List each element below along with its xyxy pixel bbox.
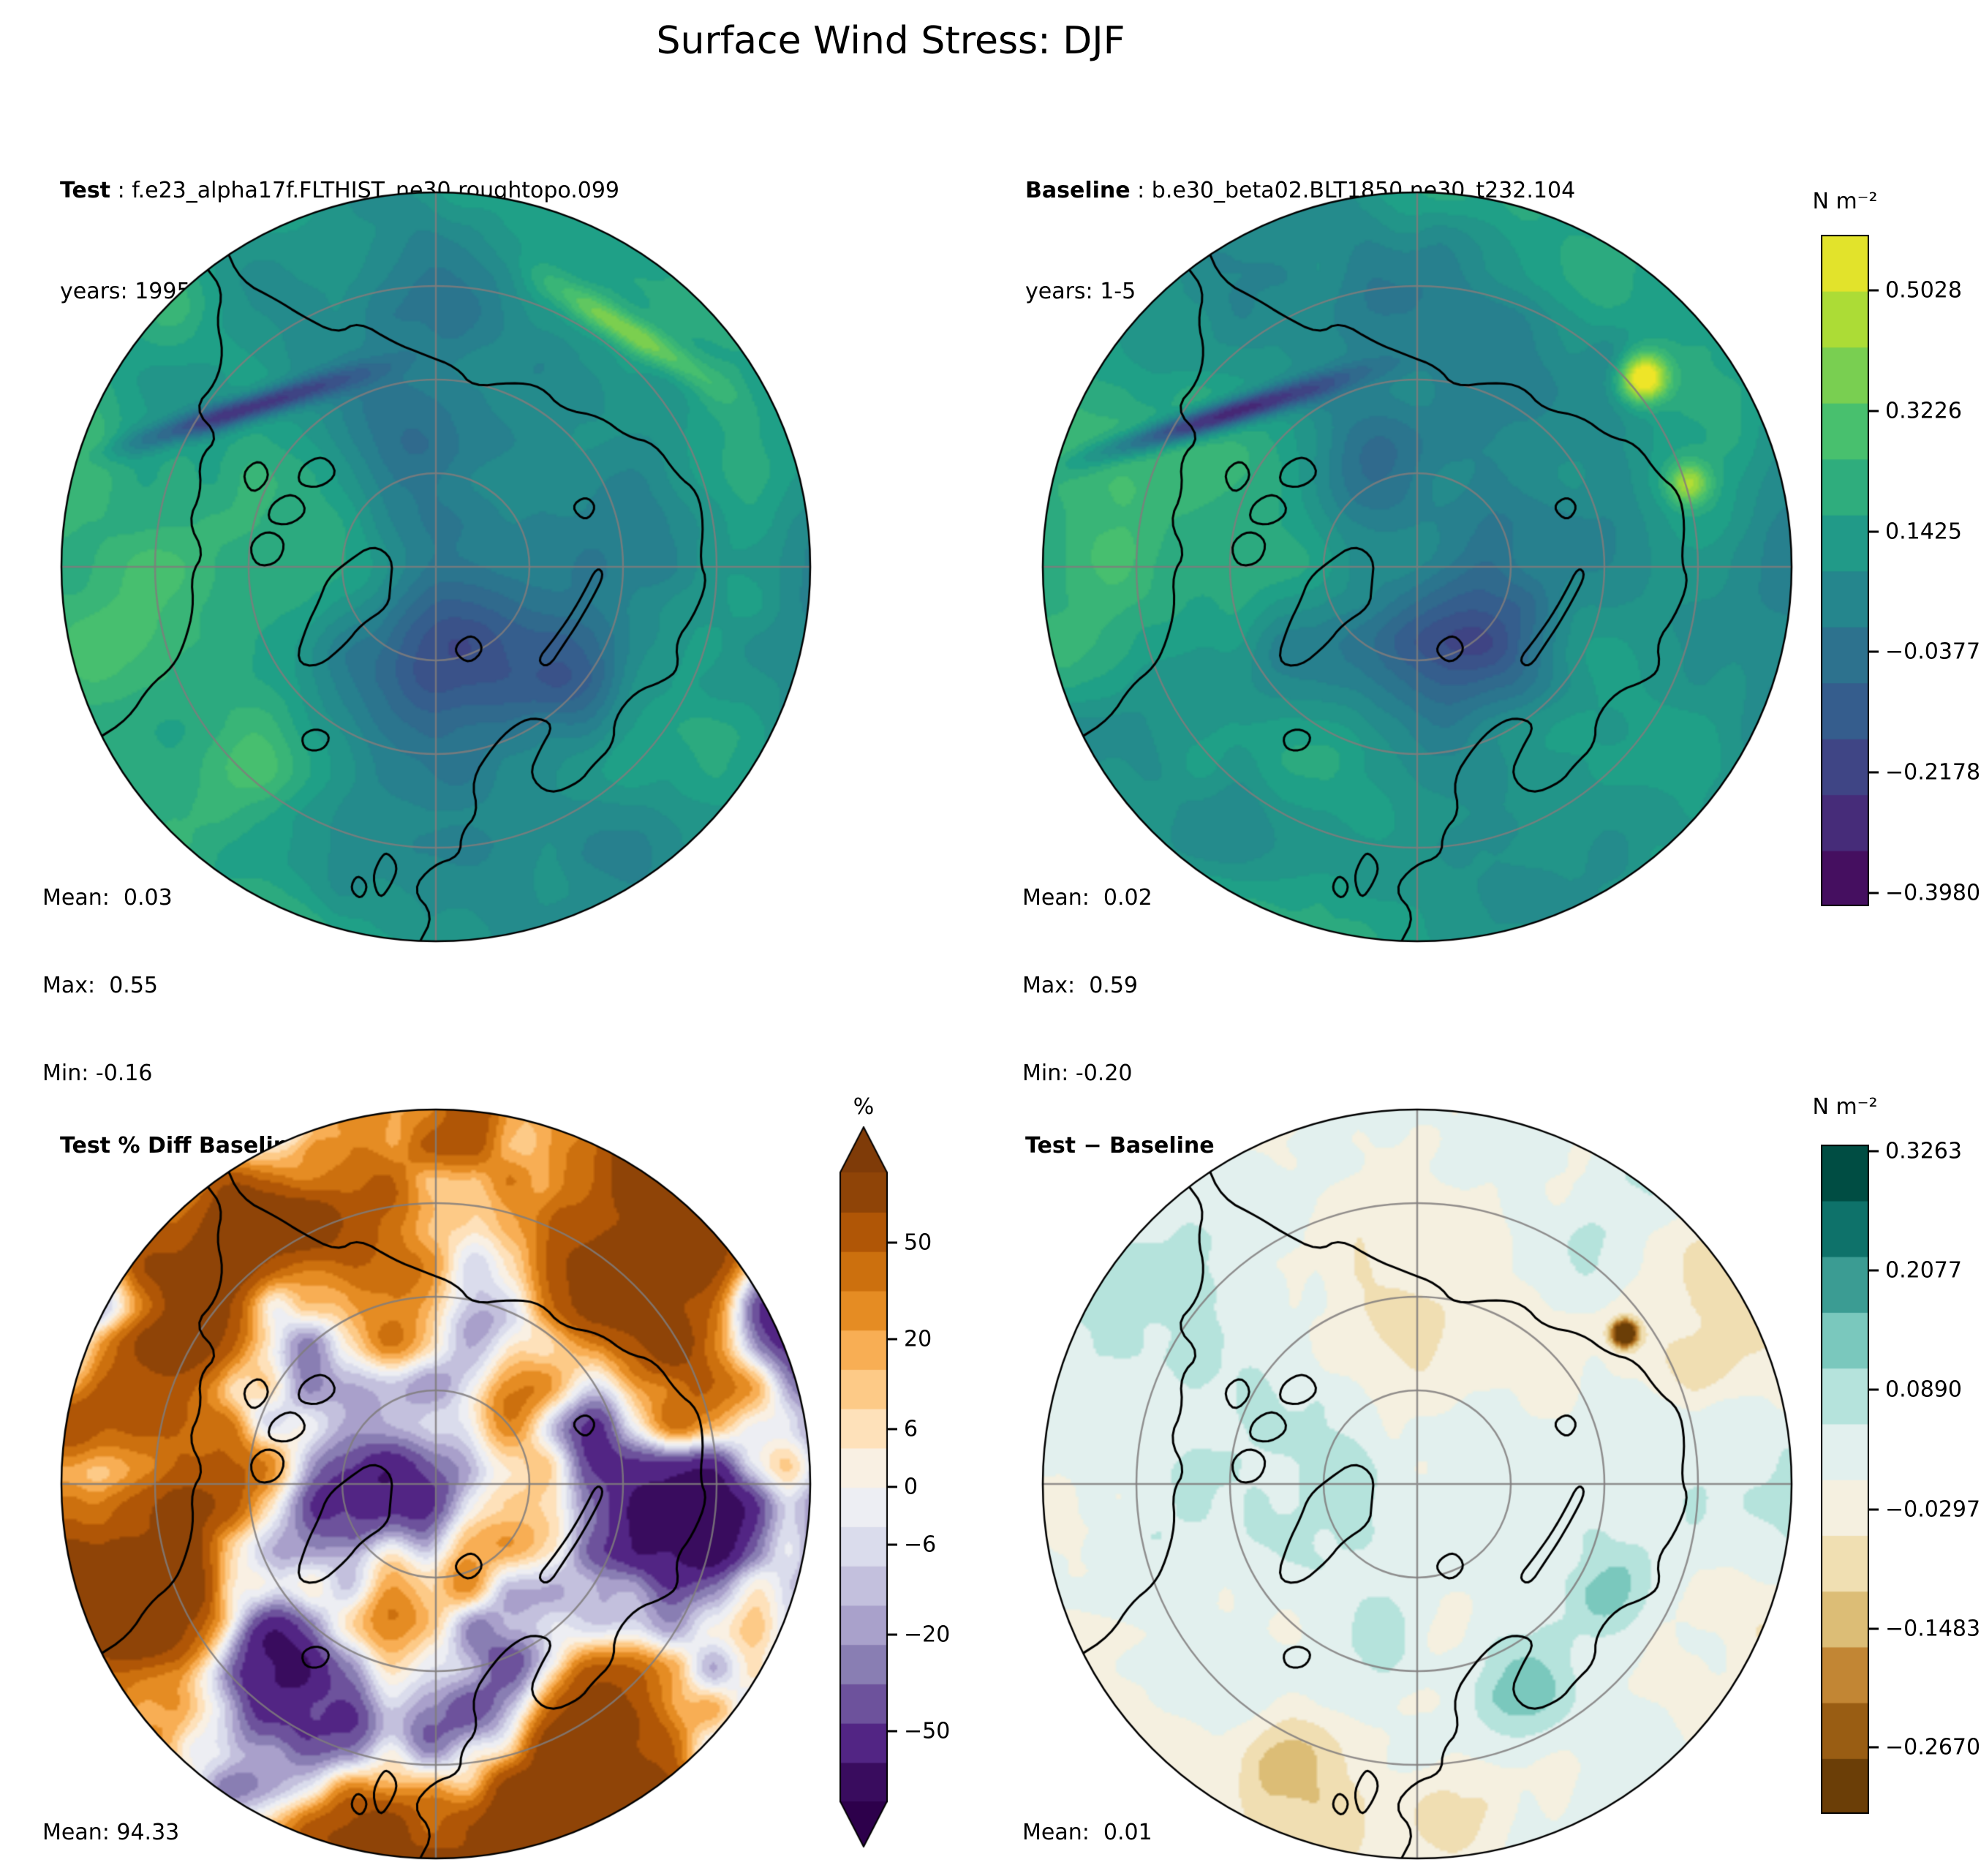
- stat-max: Max: 0.59: [1022, 973, 1138, 998]
- stats-baseline: Mean: 0.02 Max: 0.59 Min: -0.20: [1022, 825, 1152, 1147]
- stats-test: Mean: 0.03 Max: 0.55 Min: -0.16: [42, 825, 173, 1147]
- stat-min: Min: -0.20: [1022, 1061, 1133, 1086]
- colorbar-tick: −0.1483: [1869, 1616, 1980, 1641]
- map-test-polar-plot: [59, 190, 812, 943]
- tick-label: 0.2077: [1885, 1257, 1962, 1284]
- tick-label: 0: [904, 1474, 918, 1500]
- colorbar-tick: −50: [888, 1718, 950, 1744]
- tick-mark: [888, 1485, 897, 1488]
- tick-mark: [1869, 1746, 1879, 1749]
- tick-label: 0.0890: [1885, 1376, 1962, 1403]
- colorbar-percent: [839, 1126, 888, 1847]
- colorbar-difference: [1821, 1145, 1869, 1814]
- colorbar-tick: 0.1425: [1869, 519, 1962, 544]
- tick-label: 50: [904, 1229, 932, 1256]
- stats-pct-diff: Mean: 94.33 Max: 202472.23 Min: -81893.8…: [42, 1760, 221, 1876]
- tick-mark: [888, 1730, 897, 1733]
- tick-mark: [888, 1633, 897, 1636]
- tick-mark: [1869, 1508, 1879, 1511]
- map-pct-diff-polar-plot: [59, 1107, 812, 1861]
- tick-label: −0.2178: [1885, 759, 1981, 786]
- colorbar-absolute: [1821, 235, 1869, 906]
- colorbar-tick: 0: [888, 1474, 918, 1500]
- colorbar-tick: 0.0890: [1869, 1376, 1962, 1402]
- tick-label: 20: [904, 1326, 932, 1352]
- tick-label: 6: [904, 1416, 918, 1442]
- colorbar-tick: 0.3226: [1869, 398, 1962, 423]
- map-baseline-polar-plot: [1041, 190, 1794, 943]
- colorbar-tick: −20: [888, 1622, 950, 1648]
- tick-mark: [888, 1241, 897, 1244]
- tick-label: −20: [904, 1621, 951, 1648]
- tick-label: −6: [904, 1532, 937, 1558]
- tick-label: −0.1483: [1885, 1616, 1981, 1642]
- stat-min: Min: -0.16: [42, 1061, 153, 1086]
- tick-mark: [888, 1338, 897, 1341]
- colorbar-tick: 0.3263: [1869, 1139, 1962, 1164]
- stat-max: Max: 0.55: [42, 973, 158, 998]
- tick-mark: [1869, 892, 1879, 894]
- tick-mark: [1869, 650, 1879, 653]
- tick-mark: [888, 1543, 897, 1546]
- tick-mark: [888, 1428, 897, 1431]
- tick-label: 0.1425: [1885, 519, 1962, 545]
- tick-mark: [1869, 1388, 1879, 1391]
- tick-mark: [1869, 530, 1879, 533]
- colorbar-tick: −0.3980: [1869, 880, 1980, 905]
- tick-label: −0.2670: [1885, 1734, 1981, 1760]
- colorbar-difference-units-label: N m⁻²: [1812, 1094, 1878, 1120]
- tick-mark: [1869, 771, 1879, 774]
- tick-mark: [1869, 410, 1879, 413]
- colorbar-tick: 0.5028: [1869, 278, 1962, 304]
- stat-mean: Mean: 0.02: [1022, 885, 1152, 911]
- map-diff-polar-plot: [1041, 1107, 1794, 1861]
- colorbar-tick: −0.0297: [1869, 1496, 1980, 1522]
- tick-mark: [1869, 1269, 1879, 1272]
- tick-label: −0.0297: [1885, 1496, 1981, 1523]
- colorbar-tick: 6: [888, 1416, 918, 1442]
- colorbar-absolute-units-label: N m⁻²: [1812, 189, 1878, 214]
- tick-label: 0.3263: [1885, 1138, 1962, 1164]
- tick-mark: [1869, 289, 1879, 292]
- stat-mean: Mean: 94.33: [42, 1820, 180, 1845]
- stats-diff: Mean: 0.01 Max: 0.17 Min: -0.33: [1022, 1760, 1152, 1876]
- tick-label: 0.3226: [1885, 398, 1962, 424]
- colorbar-tick: 20: [888, 1326, 932, 1352]
- figure-title: Surface Wind Stress: DJF: [656, 19, 1125, 63]
- colorbar-tick: 0.2077: [1869, 1258, 1962, 1284]
- tick-label: −50: [904, 1718, 951, 1744]
- tick-label: 0.5028: [1885, 277, 1962, 304]
- colorbar-tick: 50: [888, 1230, 932, 1256]
- colorbar-tick: −6: [888, 1532, 936, 1558]
- colorbar-tick: −0.2670: [1869, 1735, 1980, 1760]
- tick-label: −0.0377: [1885, 638, 1981, 665]
- stat-mean: Mean: 0.01: [1022, 1820, 1152, 1845]
- stat-mean: Mean: 0.03: [42, 885, 173, 911]
- tick-mark: [1869, 1627, 1879, 1630]
- tick-mark: [1869, 1150, 1879, 1153]
- tick-label: −0.3980: [1885, 880, 1981, 906]
- colorbar-percent-units-label: %: [853, 1094, 875, 1120]
- colorbar-tick: −0.2178: [1869, 760, 1980, 786]
- colorbar-tick: −0.0377: [1869, 639, 1980, 665]
